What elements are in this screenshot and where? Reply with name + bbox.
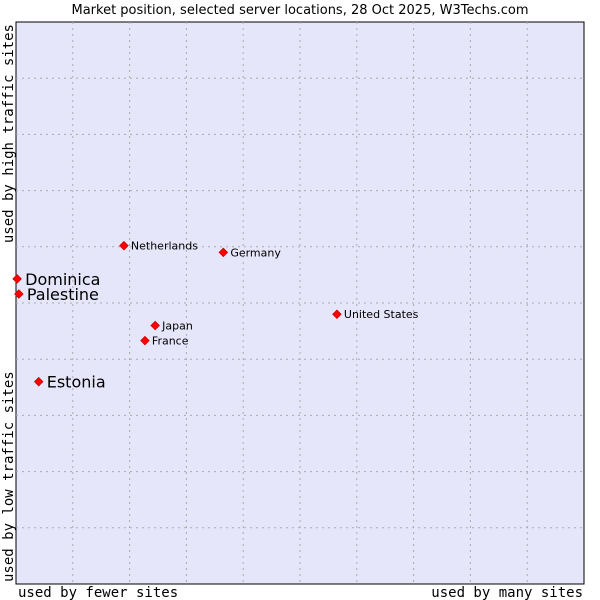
- grid-lines: [16, 22, 584, 584]
- point-label: Germany: [230, 246, 281, 259]
- point-label: Estonia: [47, 373, 106, 392]
- point-label: Dominica: [25, 270, 100, 289]
- point-label: Netherlands: [131, 240, 198, 253]
- point-label: Palestine: [27, 285, 99, 304]
- x-axis-label-right: used by many sites: [431, 585, 583, 600]
- point-marker: [140, 335, 150, 346]
- data-point-united-states: United States: [332, 308, 419, 321]
- data-point-germany: Germany: [218, 246, 281, 259]
- point-marker: [332, 309, 342, 320]
- data-point-palestine: Palestine: [14, 285, 99, 304]
- data-point-dominica: Dominica: [12, 270, 100, 289]
- y-axis-label-bottom: used by low traffic sites: [1, 371, 17, 582]
- point-marker: [33, 376, 44, 387]
- point-marker: [12, 274, 22, 284]
- data-point-netherlands: Netherlands: [119, 240, 198, 253]
- data-point-estonia: Estonia: [33, 373, 106, 392]
- point-label: Japan: [161, 319, 193, 332]
- point-marker: [14, 289, 24, 299]
- point-label: United States: [344, 308, 419, 321]
- point-label: France: [152, 335, 189, 348]
- chart-title: Market position, selected server locatio…: [71, 3, 528, 18]
- point-marker: [150, 320, 160, 331]
- data-point-france: France: [140, 335, 189, 348]
- data-point-japan: Japan: [150, 319, 193, 332]
- point-marker: [119, 240, 129, 251]
- point-marker: [218, 247, 229, 258]
- x-axis-label-left: used by fewer sites: [18, 585, 178, 600]
- y-axis-label-top: used by high traffic sites: [1, 24, 17, 243]
